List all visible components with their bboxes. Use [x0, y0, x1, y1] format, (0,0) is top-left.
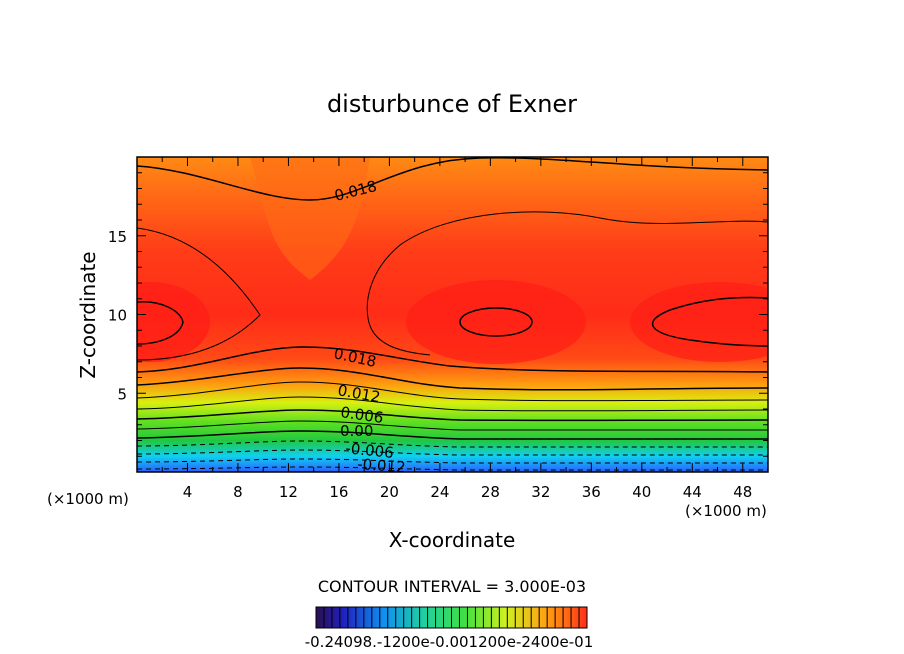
y-tick-labels: 5 10 15 [108, 228, 127, 404]
contour-line [651, 296, 768, 347]
x-tick-labels: 4 8 12 16 20 24 28 32 36 40 44 48 [183, 483, 753, 501]
z-unit-label: (×1000 m) [47, 490, 129, 508]
colorbar-tick-labels: -0.24098.-1200e-0.001200e-2400e-01 [305, 633, 594, 651]
x-tick-label: 32 [531, 483, 550, 501]
contour-line [137, 430, 768, 440]
contour-line [137, 396, 768, 412]
x-tick-label: 16 [329, 483, 348, 501]
x-tick-label: 36 [582, 483, 601, 501]
x-tick-label: 20 [380, 483, 399, 501]
x-tick-label: 24 [430, 483, 449, 501]
x-tick-label: 8 [233, 483, 243, 501]
colorbar-ticks [323, 607, 580, 628]
y-tick-label: 15 [108, 228, 127, 246]
x-tick-label: 4 [183, 483, 193, 501]
x-tick-label: 12 [279, 483, 298, 501]
contour-line [137, 346, 768, 373]
contour-line [137, 381, 768, 402]
contour-label: 0.006 [339, 403, 384, 427]
contour-line [366, 211, 768, 356]
x-axis-title: X-coordinate [389, 528, 516, 552]
contour-interval-text: CONTOUR INTERVAL = 3.000E-03 [318, 577, 586, 596]
contour-line [137, 157, 768, 201]
axis-ticks [137, 157, 769, 472]
contour-line [137, 440, 768, 448]
contour-line [137, 227, 261, 361]
red-core-middle [406, 280, 586, 364]
contour-line [137, 409, 768, 422]
contour-line [137, 458, 768, 464]
contour-field: 0.018 0.018 0.012 0.006 0.00 -0.006 -0.0… [137, 157, 768, 476]
x-tick-label: 48 [733, 483, 752, 501]
orange-valley [250, 157, 370, 280]
y-tick-label: 5 [117, 385, 127, 403]
contour-line [137, 301, 184, 345]
y-axis-title: Z-coordinate [76, 251, 100, 378]
contour-label: -0.012 [357, 455, 406, 476]
y-tick-label: 10 [108, 307, 127, 325]
contour-line [137, 367, 768, 391]
chart-title: disturbunce of Exner [327, 90, 577, 118]
contour-label: -0.006 [345, 439, 395, 462]
x-tick-label: 28 [481, 483, 500, 501]
x-tick-label: 40 [632, 483, 651, 501]
contour-label: 0.00 [340, 422, 373, 440]
red-core-right [630, 282, 768, 362]
contour-line [137, 420, 768, 431]
x-tick-label: 44 [683, 483, 702, 501]
contour-line [137, 449, 768, 456]
x-unit-label: (×1000 m) [685, 502, 767, 520]
contour-line [459, 307, 533, 337]
